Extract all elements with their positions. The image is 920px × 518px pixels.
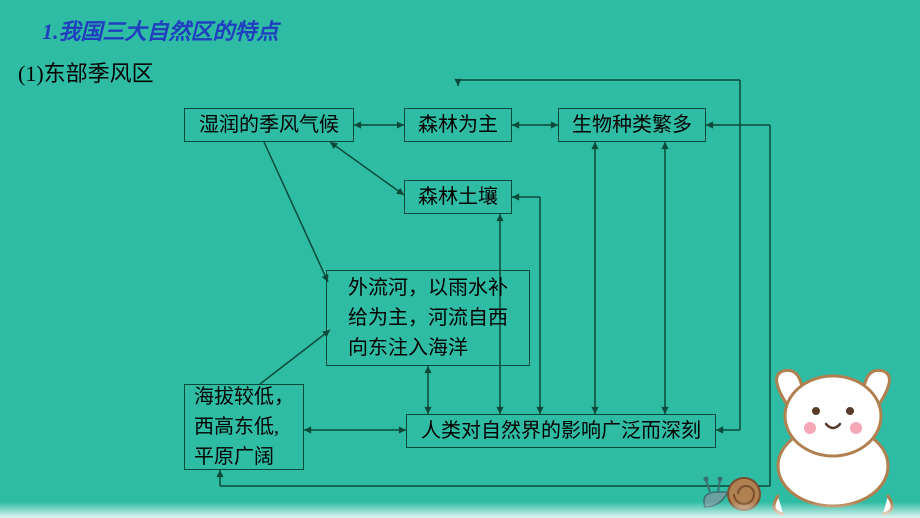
node-soil: 森林土壤 xyxy=(404,180,512,214)
dog-icon xyxy=(748,366,918,516)
node-river: 外流河，以雨水补 给为主，河流自西 向东注入海洋 xyxy=(326,270,530,366)
page-subtitle: (1)东部季风区 xyxy=(18,56,154,88)
node-human: 人类对自然界的影响广泛而深刻 xyxy=(406,414,716,448)
slide-root: 1.我国三大自然区的特点 (1)东部季风区 湿润的季风气候 森林为主 生物种类繁多森… xyxy=(0,0,920,518)
page-title: 1.我国三大自然区的特点 xyxy=(42,14,279,46)
node-forest: 森林为主 xyxy=(404,108,512,142)
node-bio: 生物种类繁多 xyxy=(558,108,706,142)
node-climate: 湿润的季风气候 xyxy=(184,108,354,142)
node-terrain: 海拔较低， 西高东低, 平原广阔 xyxy=(184,384,304,470)
bottom-gradient xyxy=(0,502,920,518)
